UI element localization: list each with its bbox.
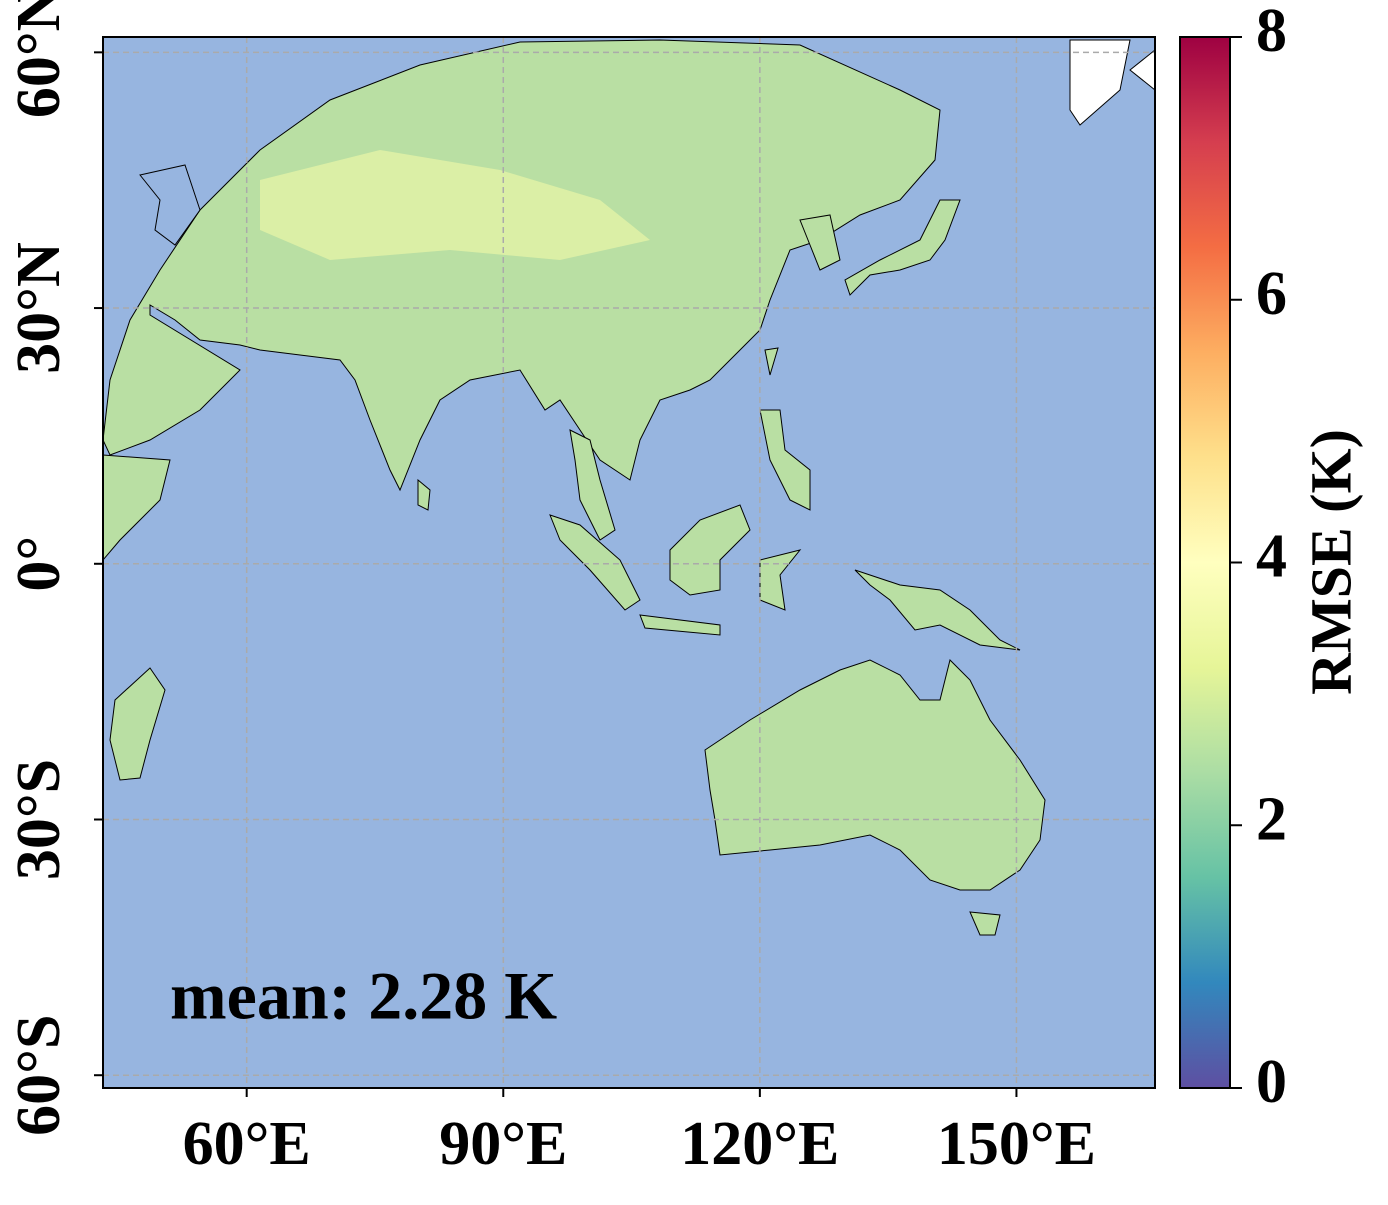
colorbar-tick-label: 0: [1256, 1048, 1287, 1116]
x-tick-label: 60°E: [183, 1110, 311, 1178]
caspian-sea: [139, 164, 201, 246]
sulawesi: [759, 549, 802, 611]
colorbar-tick-label: 8: [1256, 0, 1287, 65]
siberia-edge: [1129, 49, 1155, 91]
kamchatka: [1069, 39, 1131, 126]
colorbar: [1179, 36, 1231, 1089]
y-tick-label: 60°S: [5, 1015, 73, 1136]
asia: [103, 39, 941, 492]
madagascar: [109, 667, 166, 781]
borneo: [669, 504, 751, 596]
australia: [704, 659, 1046, 891]
y-tick-label: 0°: [5, 536, 73, 592]
mean-annotation: mean: 2.28 K: [170, 958, 557, 1034]
land-layer: [103, 39, 1155, 936]
tasmania: [969, 911, 1001, 936]
new-guinea: [854, 569, 1021, 651]
java: [639, 614, 721, 636]
colorbar-tick-label: 4: [1256, 523, 1287, 591]
sumatra: [549, 514, 641, 611]
taiwan: [764, 347, 779, 376]
y-tick-label: 60°N: [5, 0, 73, 118]
grid-layer: [103, 37, 1155, 1088]
y-tick-label: 30°N: [5, 242, 73, 374]
colorbar-tick-label: 6: [1256, 260, 1287, 328]
x-tick-label: 120°E: [680, 1110, 839, 1178]
colorbar-tick-label: 2: [1256, 785, 1287, 853]
korea: [799, 214, 841, 271]
asia-highlands: [260, 150, 650, 260]
philippines: [759, 409, 811, 511]
africa-horn: [103, 454, 171, 561]
colorbar-label: RMSE (K): [1298, 429, 1363, 695]
plot-frame: [102, 36, 1156, 1089]
x-tick-label: 90°E: [439, 1110, 567, 1178]
malay-peninsula: [569, 429, 616, 541]
x-tick-label: 150°E: [937, 1110, 1096, 1178]
japan: [844, 199, 961, 296]
sri-lanka: [417, 478, 431, 511]
y-tick-label: 30°S: [5, 759, 73, 880]
